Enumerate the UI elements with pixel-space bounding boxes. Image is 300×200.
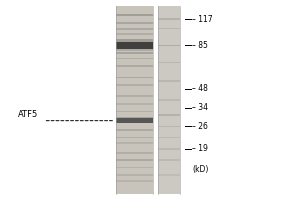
Bar [158,80,180,82]
Bar [116,95,153,97]
Bar [116,84,153,86]
Bar [116,180,153,182]
Text: – 117: – 117 [192,15,213,24]
Text: – 34: – 34 [192,103,208,112]
Text: – 48: – 48 [192,84,208,93]
Bar [116,58,153,59]
Bar [158,159,180,161]
Bar [116,103,153,105]
Bar [158,99,180,101]
Text: – 85: – 85 [192,41,208,50]
Bar [116,22,153,24]
Bar [158,114,180,116]
Bar [116,42,153,49]
Bar [116,159,153,161]
Bar [116,152,153,154]
Bar [116,52,153,54]
Bar [116,117,153,118]
Bar [158,137,180,138]
Bar [116,118,153,123]
Bar [116,129,153,131]
Bar [158,148,180,150]
Text: – 26: – 26 [192,122,208,131]
Bar [158,126,180,127]
Bar [116,49,153,51]
Bar [158,45,180,46]
Text: ATF5: ATF5 [18,110,38,119]
Bar [158,62,180,63]
Bar [116,33,153,35]
Bar [116,174,153,176]
Bar [116,111,153,112]
Bar [158,174,180,176]
Bar [116,167,153,168]
Bar [158,6,180,194]
Bar [116,39,153,42]
Bar [116,28,153,30]
Bar [116,77,153,78]
Bar [158,28,180,29]
Bar [158,18,180,20]
Bar [116,142,153,144]
Bar [116,14,153,16]
Bar [116,6,153,194]
Bar [116,65,153,67]
Text: (kD): (kD) [192,165,208,174]
Text: – 19: – 19 [192,144,208,153]
Bar [116,137,153,138]
